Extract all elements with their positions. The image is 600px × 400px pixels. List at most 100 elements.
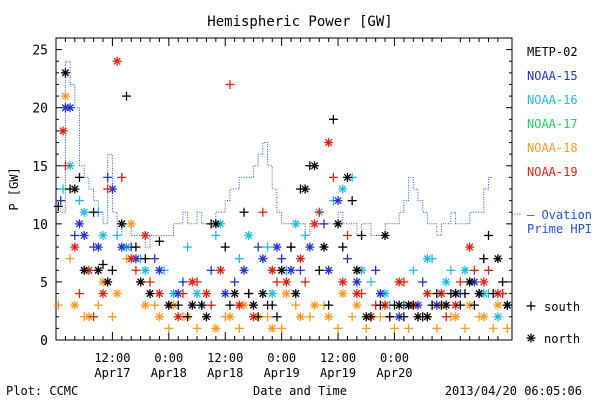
noaa-15-south-point (418, 277, 428, 287)
noaa-18-north-point (211, 323, 221, 333)
x-tick-label-time: 12:00 (207, 351, 243, 365)
noaa-19-north-point (98, 289, 108, 299)
noaa-19-south-point (117, 172, 127, 182)
ovation-hpi-line (56, 60, 494, 248)
metp-02-south-point (460, 289, 470, 299)
noaa-19-south-point (145, 277, 155, 287)
noaa-19-south-point (441, 312, 451, 322)
noaa-16-south-point (300, 230, 310, 240)
noaa-18-south-point (460, 323, 470, 333)
metp-02-south-point (314, 265, 324, 275)
noaa-15-north-point (220, 289, 230, 299)
noaa-15-south-point (295, 265, 305, 275)
metp-02-north-point (300, 184, 310, 194)
legend-entry: NOAA-15 (527, 69, 578, 83)
noaa-16-south-point (446, 265, 456, 275)
metp-02-north-point (474, 289, 484, 299)
metp-02-north-point (103, 277, 113, 287)
legend-entry: NOAA-16 (527, 93, 578, 107)
metp-02-south-point (75, 172, 85, 182)
noaa-18-north-point (451, 312, 461, 322)
noaa-18-south-point (164, 323, 174, 333)
noaa-19-south-point (103, 184, 113, 194)
noaa-19-north-point (201, 289, 211, 299)
metp-02-south-point (272, 312, 282, 322)
metp-02-south-point (479, 254, 489, 264)
noaa-19-north-point (352, 289, 362, 299)
x-tick-label-time: 0:00 (154, 351, 183, 365)
x-axis-label: Date and Time (253, 384, 347, 398)
noaa-15-north-point (352, 277, 362, 287)
noaa-18-south-point (263, 312, 273, 322)
noaa-18-north-point (140, 300, 150, 310)
y-tick-label: 0 (40, 334, 48, 349)
noaa-18-south-point (333, 323, 343, 333)
noaa-19-south-point (328, 172, 338, 182)
noaa-15-south-point (103, 172, 113, 182)
noaa-19-north-point (112, 56, 122, 66)
noaa-18-south-point (488, 323, 498, 333)
x-tick-label-time: 12:00 (94, 351, 130, 365)
noaa-16-north-point (338, 184, 348, 194)
metp-02-south-point (267, 300, 277, 310)
noaa-19-north-point (58, 126, 68, 136)
metp-02-south-point (498, 277, 508, 287)
noaa-18-south-point (53, 300, 63, 310)
noaa-19-south-point (314, 207, 324, 217)
noaa-18-north-point (126, 219, 136, 229)
plot-source-label: Plot: CCMC (6, 384, 78, 398)
metp-02-south-point (324, 300, 334, 310)
metp-02-south-point (197, 300, 207, 310)
x-tick-label-date: Apr17 (94, 366, 130, 380)
noaa-16-north-point (291, 219, 301, 229)
metp-02-north-point (502, 300, 512, 310)
noaa-15-north-point (75, 219, 85, 229)
y-tick-label: 15 (32, 160, 48, 175)
legend-south-marker (526, 301, 536, 311)
noaa-19-north-point (140, 230, 150, 240)
metp-02-south-point (98, 260, 108, 269)
metp-02-north-point (451, 289, 461, 299)
noaa-18-north-point (338, 289, 348, 299)
noaa-19-south-point (131, 265, 141, 275)
noaa-15-south-point (70, 230, 80, 240)
metp-02-north-point (361, 312, 371, 322)
noaa-19-north-point (154, 289, 164, 299)
noaa-18-south-point (291, 300, 301, 310)
noaa-15-north-point (107, 184, 117, 194)
metp-02-north-point (248, 300, 258, 310)
noaa-18-north-point (112, 289, 122, 299)
y-axis-label: P [GW] (7, 167, 21, 210)
noaa-18-north-point (479, 312, 489, 322)
noaa-15-south-point (206, 265, 216, 275)
noaa-18-south-point (150, 300, 160, 310)
metp-02-south-point (338, 242, 348, 252)
metp-02-south-point (427, 300, 437, 310)
noaa-18-north-point (465, 300, 475, 310)
legend-south-label: south (544, 300, 580, 314)
metp-02-south-point (140, 254, 150, 264)
metp-02-north-point (493, 254, 503, 264)
metp-02-north-point (380, 230, 390, 240)
noaa-19-north-point (324, 138, 334, 148)
legend-entry: NOAA-19 (527, 165, 578, 179)
metp-02-south-point (455, 300, 465, 310)
noaa-18-north-point (225, 312, 235, 322)
noaa-15-north-point (333, 196, 343, 206)
noaa-19-south-point (206, 300, 216, 310)
metp-02-north-point (79, 265, 89, 275)
metp-02-south-point (239, 207, 249, 217)
noaa-18-north-point (154, 312, 164, 322)
noaa-18-north-point (493, 300, 503, 310)
y-tick-label: 10 (32, 218, 48, 233)
metp-02-north-point (145, 289, 155, 299)
noaa-18-north-point (267, 323, 277, 333)
noaa-18-south-point (502, 323, 512, 333)
noaa-19-north-point (310, 219, 320, 229)
noaa-16-north-point (493, 312, 503, 322)
metp-02-south-point (89, 207, 99, 217)
metp-02-south-point (488, 289, 498, 299)
metp-02-south-point (253, 312, 263, 322)
x-tick-label-time: 12:00 (320, 351, 356, 365)
noaa-15-south-point (277, 254, 287, 264)
